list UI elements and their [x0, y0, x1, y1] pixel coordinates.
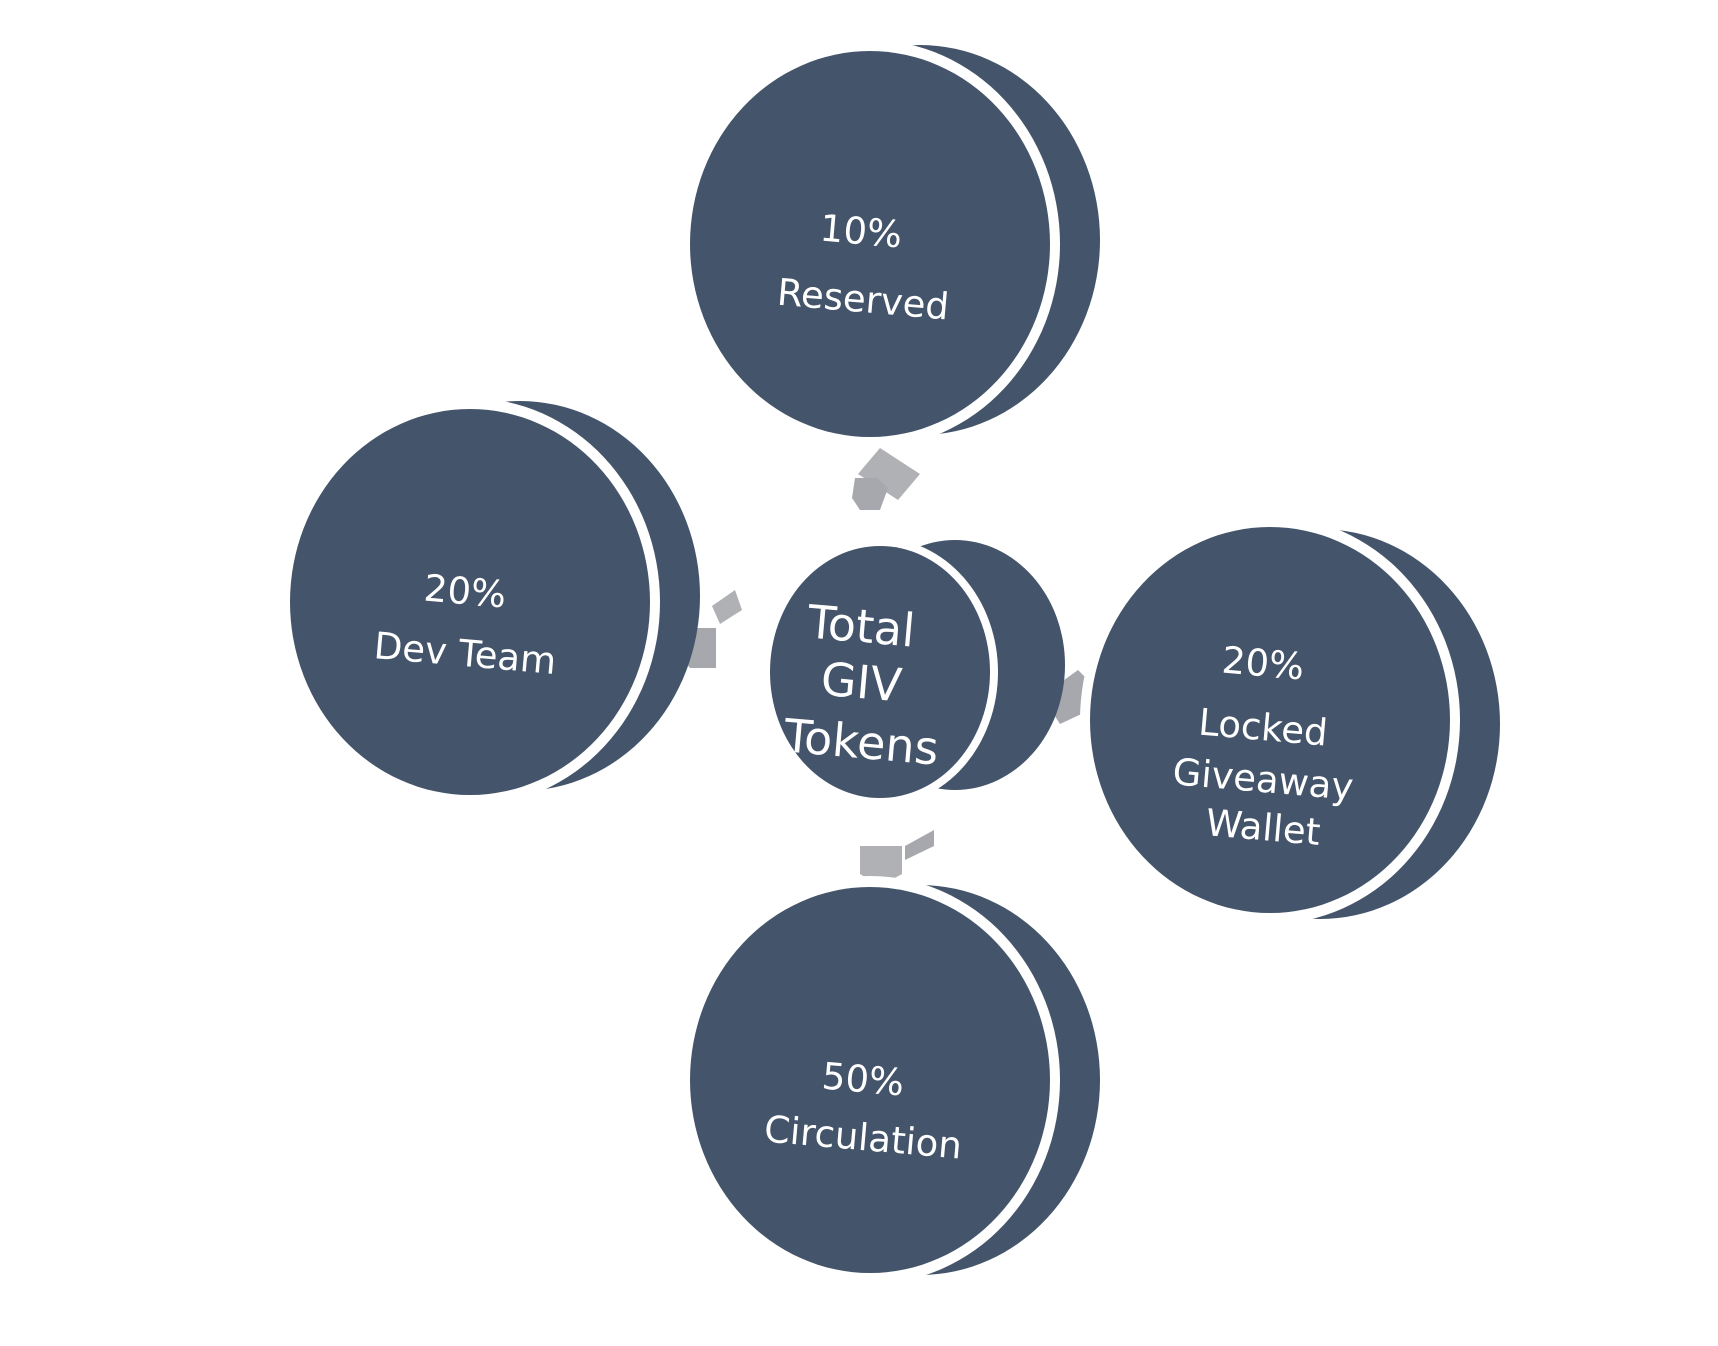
- segment-dev-team: 20% Dev Team: [280, 398, 700, 806]
- locked-giveaway-wallet-percent: 20%: [1220, 639, 1306, 689]
- center-disk: Total GIV Tokens: [762, 538, 1065, 806]
- segment-locked-giveaway-wallet: 20% Locked Giveaway Wallet: [1080, 516, 1500, 924]
- center-title-line-1: Total: [805, 594, 918, 657]
- arrow-to-circulation: [860, 830, 934, 886]
- arrow-to-reserved: [852, 448, 920, 510]
- circulation-percent: 50%: [820, 1055, 906, 1105]
- reserved-percent: 10%: [818, 207, 904, 257]
- locked-giveaway-wallet-label-line-3: Wallet: [1204, 801, 1322, 854]
- segment-reserved: 10% Reserved: [680, 40, 1100, 448]
- segment-circulation: 50% Circulation: [680, 876, 1100, 1284]
- dev-team-percent: 20%: [422, 567, 508, 617]
- center-title-line-2: GIV: [819, 652, 905, 713]
